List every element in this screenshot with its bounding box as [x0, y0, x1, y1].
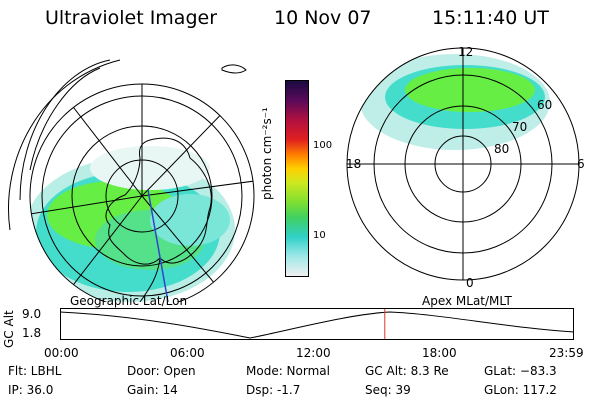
colorbar [285, 80, 309, 277]
glon-status: GLon: 117.2 [484, 383, 557, 397]
left-panel-label: Geographic Lat/Lon [70, 294, 188, 308]
colorbar-tick-100: 100 [313, 140, 333, 151]
right-panel-label: Apex MLat/MLT [422, 294, 512, 308]
timeline-axis-label: GC Alt [2, 310, 16, 348]
timeline-xtick-2359: 23:59 [549, 346, 584, 360]
altitude-timeline [60, 308, 574, 340]
mlt-label-18: 18 [346, 157, 362, 171]
timeline-xtick-0000: 00:00 [44, 346, 79, 360]
mlt-label-6: 6 [577, 157, 585, 171]
door-status: Door: Open [127, 364, 196, 378]
mlt-label-0: 0 [466, 276, 474, 290]
colorbar-tick-10: 10 [313, 230, 326, 241]
timeline-ytick-min: 1.8 [22, 326, 42, 340]
timeline-xtick-1800: 18:00 [422, 346, 457, 360]
aurora-oval-core [405, 68, 535, 112]
colorbar-unit-label: photon cm⁻²s⁻¹ [260, 107, 274, 200]
filter-status: Flt: LBHL [8, 364, 62, 378]
timeline-xtick-0600: 06:00 [170, 346, 205, 360]
mlt-label-12: 12 [458, 45, 474, 59]
gc-altitude-status: GC Alt: 8.3 Re [365, 364, 449, 378]
time-label: 15:11:40 UT [432, 7, 549, 29]
sequence-status: Seq: 39 [365, 383, 411, 397]
altitude-curve [60, 311, 574, 339]
antarctica-outline [105, 137, 212, 265]
ip-status: IP: 36.0 [8, 383, 54, 397]
timeline-xtick-1200: 12:00 [296, 346, 331, 360]
mlat-label-80: 80 [494, 142, 510, 156]
mlat-label-60: 60 [537, 98, 553, 112]
instrument-title: Ultraviolet Imager [45, 7, 218, 29]
gain-status: Gain: 14 [127, 383, 178, 397]
magnetic-meridian [147, 189, 169, 302]
glat-status: GLat: −83.3 [484, 364, 557, 378]
dsp-status: Dsp: -1.7 [246, 383, 301, 397]
magnetic-polar-plot [346, 47, 580, 281]
mlat-label-70: 70 [512, 120, 528, 134]
geographic-polar-map [8, 59, 255, 302]
date-label: 10 Nov 07 [274, 7, 372, 29]
timeline-ytick-max: 9.0 [22, 307, 42, 321]
mode-status: Mode: Normal [246, 364, 330, 378]
